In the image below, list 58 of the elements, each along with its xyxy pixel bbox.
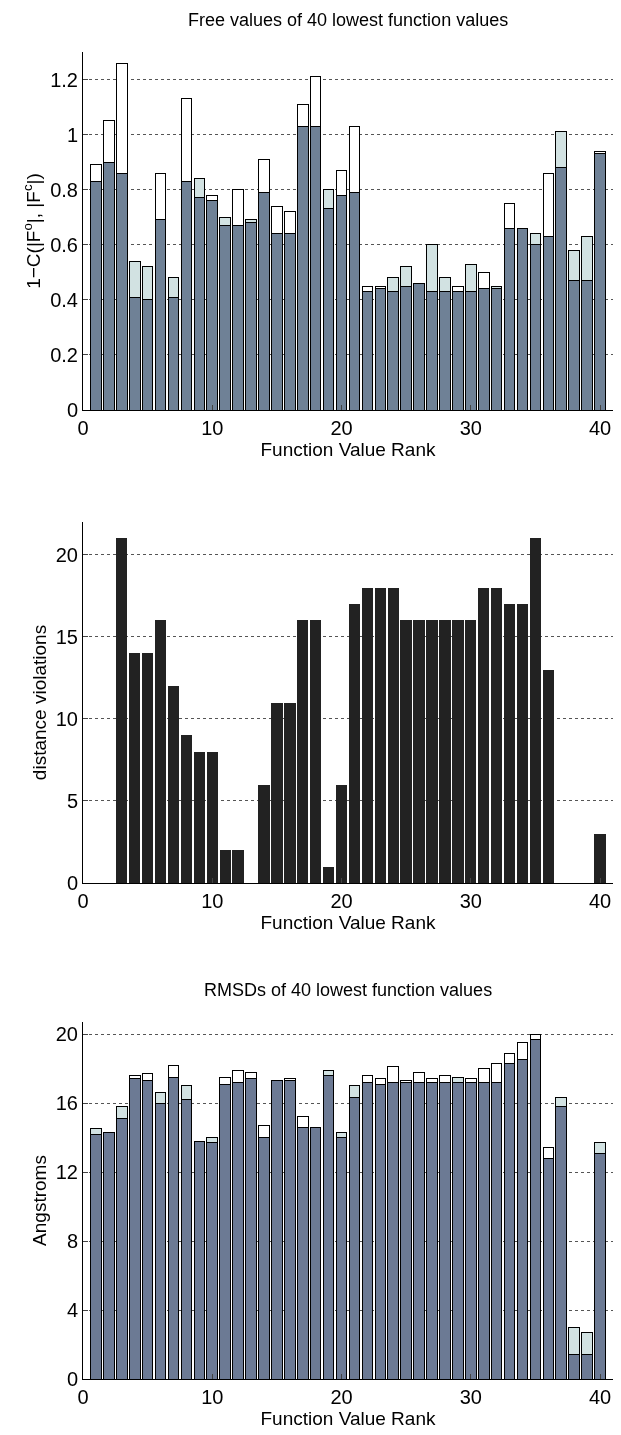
x-tick-label: 20 bbox=[330, 890, 353, 912]
bar bbox=[374, 587, 386, 883]
y-tick-label: 0 bbox=[66, 399, 78, 421]
bar bbox=[180, 735, 193, 883]
x-tick-label: 10 bbox=[201, 417, 224, 439]
x-tick-label: 40 bbox=[588, 890, 612, 912]
y-axis-title: Angstroms bbox=[28, 1155, 50, 1246]
x-tick-label: 20 bbox=[330, 417, 353, 439]
x-tick-label: 10 bbox=[201, 890, 224, 912]
bar bbox=[348, 604, 361, 883]
bar bbox=[490, 587, 503, 883]
chart-title: RMSDs of 40 lowest function values bbox=[204, 980, 493, 1000]
y-tick-label: 0.8 bbox=[50, 178, 78, 201]
bar bbox=[206, 751, 218, 883]
bar bbox=[154, 620, 167, 883]
bar bbox=[167, 686, 180, 883]
x-axis-title: Function Value Rank bbox=[260, 1408, 436, 1429]
y-tick-label: 0.4 bbox=[50, 288, 78, 311]
bar bbox=[594, 833, 606, 883]
x-axis-title: Function Value Rank bbox=[260, 439, 436, 460]
y-tick-label: 5 bbox=[66, 789, 78, 812]
chart-title: Free values of 40 lowest function values bbox=[188, 10, 509, 30]
bar bbox=[141, 653, 154, 883]
bar bbox=[322, 866, 335, 883]
bar bbox=[129, 653, 141, 883]
y-tick-label: 20 bbox=[55, 543, 78, 566]
y-tick-label: 16 bbox=[55, 1092, 78, 1115]
bar bbox=[310, 620, 322, 883]
x-tick-label: 30 bbox=[459, 890, 482, 912]
bar bbox=[361, 587, 374, 883]
y-tick-label: 10 bbox=[55, 707, 78, 730]
bar bbox=[335, 784, 348, 883]
x-tick-label: 20 bbox=[330, 1386, 353, 1408]
bar bbox=[478, 587, 490, 883]
y-tick-label: 15 bbox=[55, 625, 78, 648]
bar bbox=[529, 538, 542, 883]
x-tick-label: 10 bbox=[201, 1386, 224, 1408]
y-axis-title: distance violations bbox=[28, 624, 50, 781]
y-tick-label: 4 bbox=[66, 1299, 78, 1322]
bar bbox=[503, 604, 516, 883]
y-tick-label: 0.2 bbox=[50, 343, 78, 366]
y-tick-label: 0 bbox=[66, 1368, 78, 1390]
x-tick-label: 30 bbox=[459, 1386, 482, 1408]
bar bbox=[193, 751, 206, 883]
y-tick-label: 0 bbox=[66, 872, 78, 894]
bar bbox=[542, 669, 555, 883]
x-axis-title: Function Value Rank bbox=[260, 912, 436, 933]
y-tick-label: 20 bbox=[55, 1023, 78, 1046]
y-tick-label: 12 bbox=[55, 1161, 78, 1184]
x-tick-label: 40 bbox=[588, 417, 612, 439]
y-tick-label: 8 bbox=[66, 1230, 78, 1253]
bar bbox=[516, 604, 529, 883]
y-tick-label: 1 bbox=[66, 123, 78, 146]
y-tick-label: 1.2 bbox=[50, 68, 78, 91]
x-tick-label: 40 bbox=[588, 1386, 612, 1408]
y-tick-label: 0.6 bbox=[50, 233, 78, 256]
x-tick-label: 30 bbox=[459, 417, 482, 439]
bar bbox=[116, 538, 128, 883]
